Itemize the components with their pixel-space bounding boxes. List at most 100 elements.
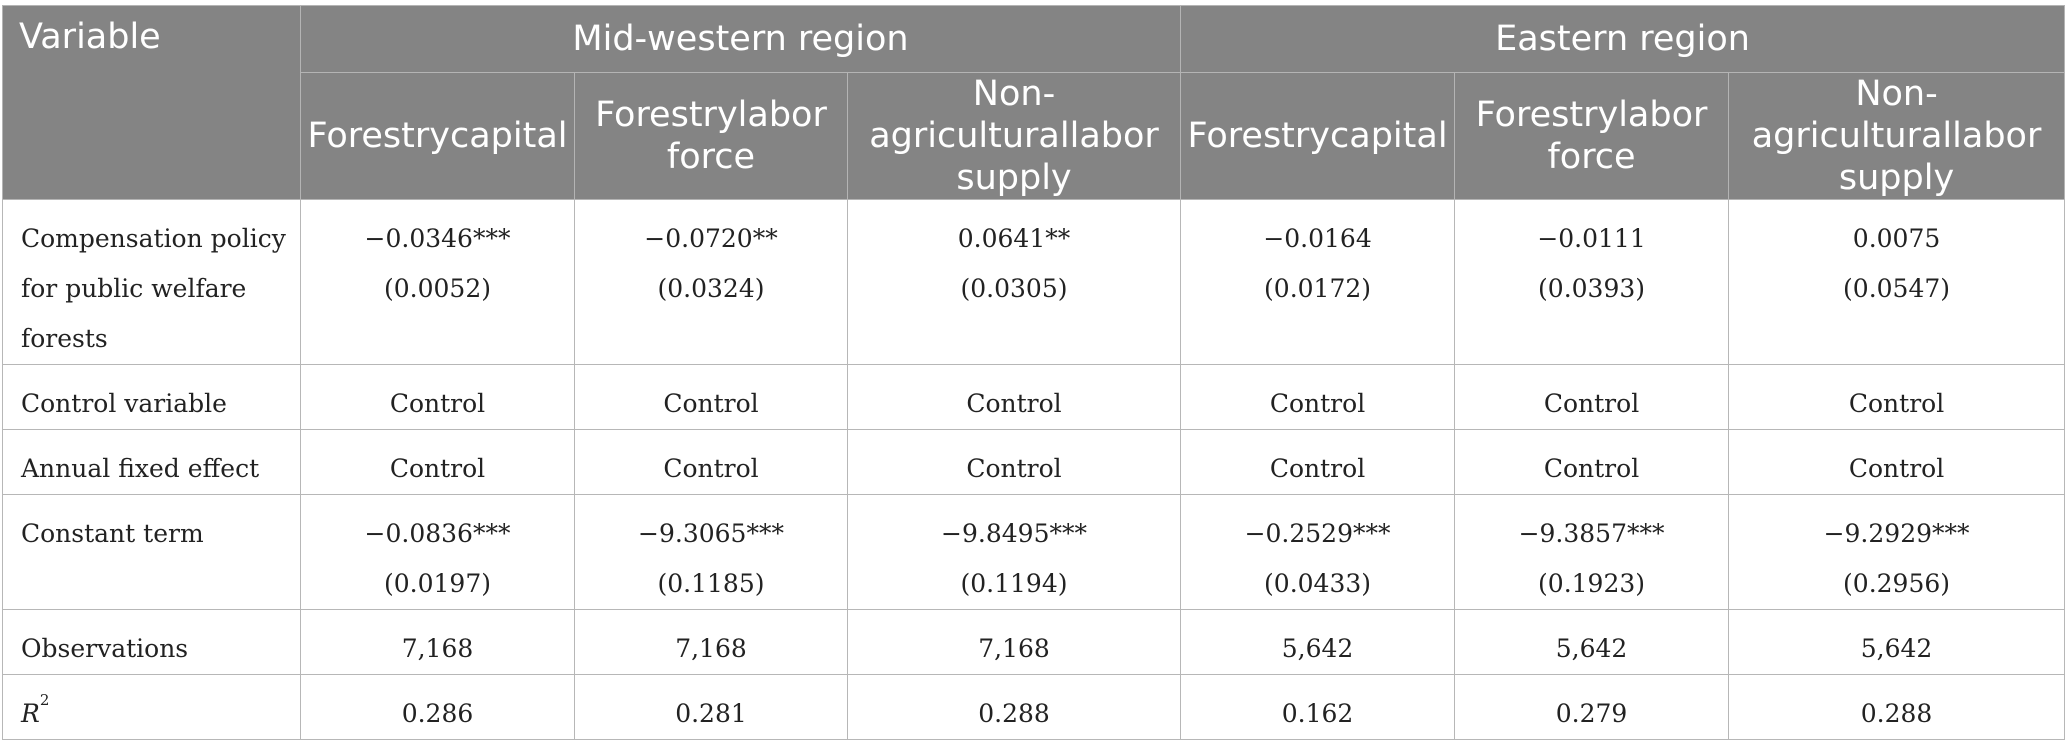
table-cell: 5,642 bbox=[1454, 609, 1730, 675]
group-header-mid-western: Mid-western region bbox=[299, 5, 1182, 73]
table-cell: Control bbox=[1454, 364, 1730, 430]
standard-error: (0.0197) bbox=[384, 569, 491, 598]
column-header: Non-agriculturallabor supply bbox=[846, 72, 1182, 200]
row-label-line: Compensation policy bbox=[21, 224, 286, 253]
row-label: Constant term bbox=[2, 494, 301, 610]
standard-error: (0.0547) bbox=[1843, 274, 1951, 303]
table-cell: 0.288 bbox=[1728, 674, 2066, 740]
table-cell: 5,642 bbox=[1180, 609, 1456, 675]
row-constant-term: Constant term −0.0836*** (0.0197) −9.3065… bbox=[2, 494, 2066, 610]
coefficient: −0.2529*** bbox=[1244, 519, 1391, 548]
table-cell: Control bbox=[300, 364, 575, 430]
column-header-line: labor supply bbox=[956, 116, 1159, 198]
group-header-eastern: Eastern region bbox=[1180, 5, 2066, 73]
standard-error: (0.1185) bbox=[657, 569, 765, 598]
table-cell: Control bbox=[846, 429, 1182, 495]
coefficient: −0.0836*** bbox=[364, 519, 511, 548]
column-header-line: labor force bbox=[666, 95, 827, 177]
coefficient: −0.0346*** bbox=[364, 224, 511, 253]
table-cell: −0.0111 (0.0393) bbox=[1454, 199, 1730, 365]
standard-error: (0.1923) bbox=[1538, 569, 1646, 598]
standard-error: (0.0052) bbox=[384, 274, 491, 303]
table-cell: −0.0836*** (0.0197) bbox=[300, 494, 575, 610]
table-cell: 0.288 bbox=[846, 674, 1182, 740]
table-cell: 7,168 bbox=[846, 609, 1182, 675]
row-label: Annual fixed effect bbox=[2, 429, 301, 495]
table-cell: Control bbox=[1728, 364, 2066, 430]
variable-column-header: Variable bbox=[2, 5, 301, 200]
column-header: Forestrylabor force bbox=[1454, 72, 1730, 200]
coefficient: −0.0164 bbox=[1263, 224, 1372, 253]
table-cell: 7,168 bbox=[574, 609, 848, 675]
row-control-variable: Control variable Control Control Control… bbox=[2, 364, 2066, 430]
table-cell: Control bbox=[1180, 429, 1456, 495]
column-header-line: Non-agricultural bbox=[869, 74, 1070, 156]
table-cell: −0.0720** (0.0324) bbox=[574, 199, 848, 365]
row-label: Observations bbox=[2, 609, 301, 675]
coefficient: 0.0641** bbox=[957, 224, 1071, 253]
r-squared-exponent: 2 bbox=[39, 691, 50, 709]
column-header-line: labor supply bbox=[1838, 116, 2042, 198]
table-cell: Control bbox=[846, 364, 1182, 430]
table-cell: 5,642 bbox=[1728, 609, 2066, 675]
column-header-line: Forestry bbox=[1187, 116, 1331, 156]
standard-error: (0.0393) bbox=[1538, 274, 1646, 303]
row-label: Control variable bbox=[2, 364, 301, 430]
column-header-line: Forestry bbox=[595, 95, 738, 135]
table-body: Compensation policy for public welfare f… bbox=[2, 199, 2066, 740]
table-cell: −0.0164 (0.0172) bbox=[1180, 199, 1456, 365]
regression-table-container: Variable Mid-western region Eastern regi… bbox=[2, 5, 2066, 740]
row-annual-fixed-effect: Annual fixed effect Control Control Cont… bbox=[2, 429, 2066, 495]
coefficient: −9.3065*** bbox=[638, 519, 784, 548]
row-label: Compensation policy for public welfare f… bbox=[2, 199, 301, 365]
standard-error: (0.2956) bbox=[1843, 569, 1951, 598]
table-cell: −9.8495*** (0.1194) bbox=[846, 494, 1182, 610]
row-r-squared: R2 0.286 0.281 0.288 0.162 0.279 0.288 bbox=[2, 674, 2066, 740]
table-cell: −9.2929*** (0.2956) bbox=[1728, 494, 2066, 610]
column-header: Forestrycapital bbox=[300, 72, 575, 200]
standard-error: (0.1194) bbox=[960, 569, 1068, 598]
table-cell: −0.2529*** (0.0433) bbox=[1180, 494, 1456, 610]
column-header-line: capital bbox=[1330, 116, 1448, 156]
table-cell: 0.162 bbox=[1180, 674, 1456, 740]
column-header-line: Non-agricultural bbox=[1751, 74, 1953, 156]
row-label: R2 bbox=[2, 674, 301, 740]
table-cell: 0.281 bbox=[574, 674, 848, 740]
table-header: Variable Mid-western region Eastern regi… bbox=[2, 5, 2066, 200]
table-cell: 0.0641** (0.0305) bbox=[846, 199, 1182, 365]
table-cell: 7,168 bbox=[300, 609, 575, 675]
table-cell: −9.3065*** (0.1185) bbox=[574, 494, 848, 610]
coefficient: −0.0720** bbox=[644, 224, 778, 253]
r-squared-letter: R bbox=[21, 699, 40, 728]
table-cell: 0.279 bbox=[1454, 674, 1730, 740]
header-row-columns: Forestrycapital Forestrylabor force Non-… bbox=[3, 72, 2066, 200]
row-label-line: forests bbox=[21, 324, 108, 353]
table-cell: −0.0346*** (0.0052) bbox=[300, 199, 575, 365]
row-compensation-policy: Compensation policy for public welfare f… bbox=[2, 199, 2066, 365]
table-cell: Control bbox=[574, 429, 848, 495]
table-cell: Control bbox=[1454, 429, 1730, 495]
table-cell: 0.286 bbox=[300, 674, 575, 740]
column-header: Non-agriculturallabor supply bbox=[1728, 72, 2066, 200]
header-row-groups: Variable Mid-western region Eastern regi… bbox=[2, 5, 2066, 200]
standard-error: (0.0305) bbox=[960, 274, 1068, 303]
regression-results-table: Variable Mid-western region Eastern regi… bbox=[2, 5, 2066, 740]
table-cell: 0.0075 (0.0547) bbox=[1728, 199, 2066, 365]
table-cell: Control bbox=[1180, 364, 1456, 430]
column-header-line: Forestry bbox=[307, 116, 450, 156]
column-header-line: Forestry bbox=[1475, 95, 1619, 135]
table-cell: Control bbox=[1728, 429, 2066, 495]
coefficient: −9.3857*** bbox=[1518, 519, 1665, 548]
coefficient: −9.2929*** bbox=[1823, 519, 1970, 548]
column-header-line: capital bbox=[449, 116, 568, 156]
row-observations: Observations 7,168 7,168 7,168 5,642 5,6… bbox=[2, 609, 2066, 675]
table-cell: Control bbox=[300, 429, 575, 495]
table-cell: −9.3857*** (0.1923) bbox=[1454, 494, 1730, 610]
standard-error: (0.0433) bbox=[1264, 569, 1372, 598]
coefficient: 0.0075 bbox=[1852, 224, 1941, 253]
column-header: Forestrycapital bbox=[1180, 72, 1456, 200]
coefficient: −9.8495*** bbox=[941, 519, 1087, 548]
standard-error: (0.0324) bbox=[657, 274, 765, 303]
column-header: Forestrylabor force bbox=[574, 72, 848, 200]
standard-error: (0.0172) bbox=[1264, 274, 1372, 303]
